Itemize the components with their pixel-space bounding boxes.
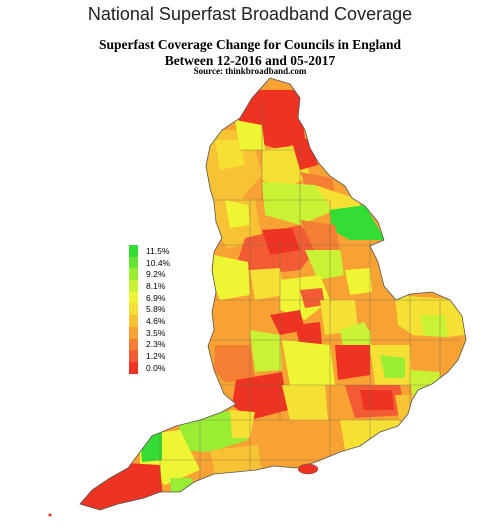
legend-swatch bbox=[129, 268, 138, 281]
legend-label: 8.1% bbox=[146, 280, 166, 291]
legend-swatch bbox=[129, 361, 138, 374]
legend-swatch bbox=[129, 315, 138, 327]
england-outline bbox=[79, 77, 467, 511]
legend-item: 2.3% bbox=[129, 338, 170, 351]
isles-of-scilly bbox=[48, 513, 52, 517]
legend-label: 6.9% bbox=[146, 292, 166, 303]
source-note: Source: thinkbroadband.com bbox=[193, 66, 307, 76]
legend-item: 10.4% bbox=[129, 256, 171, 269]
legend-label: 4.6% bbox=[146, 315, 166, 326]
legend-label: 1.2% bbox=[146, 351, 166, 362]
legend-item: 9.2% bbox=[129, 268, 170, 281]
legend-swatch bbox=[129, 291, 138, 304]
legend-item: 3.5% bbox=[129, 326, 170, 339]
legend-item: 0.0% bbox=[129, 361, 170, 374]
legend-item: 1.2% bbox=[129, 350, 170, 362]
legend-label: 11.5% bbox=[146, 245, 170, 256]
legend-swatch bbox=[129, 326, 138, 339]
legend-swatch bbox=[129, 245, 138, 257]
legend-swatch bbox=[129, 338, 138, 351]
isle-of-wight bbox=[297, 463, 319, 475]
legend-item: 5.8% bbox=[129, 303, 170, 316]
legend-item: 8.1% bbox=[129, 280, 170, 292]
legend-swatch bbox=[129, 280, 138, 292]
legend-label: 5.8% bbox=[146, 304, 166, 315]
map-title-line1: Superfast Coverage Change for Councils i… bbox=[98, 37, 402, 52]
legend-label: 10.4% bbox=[146, 257, 171, 268]
legend-label: 3.5% bbox=[146, 327, 166, 338]
legend-item: 4.6% bbox=[129, 315, 170, 327]
legend-item: 6.9% bbox=[129, 291, 170, 304]
color-legend: 11.5% 10.4% 9.2% 8.1% 6.9% 5.8% 4.6% 3.5% 2.3% 1.… bbox=[129, 245, 170, 374]
map-title: Superfast Coverage Change for Councils i… bbox=[0, 37, 500, 69]
map-title-line2: Between 12-2016 and 05-2017 bbox=[164, 53, 336, 68]
page-title: National Superfast Broadband Coverage bbox=[87, 4, 413, 24]
legend-label: 2.3% bbox=[146, 339, 166, 350]
legend-swatch bbox=[129, 350, 138, 362]
legend-swatch bbox=[129, 256, 138, 269]
legend-label: 9.2% bbox=[146, 269, 166, 280]
legend-item: 11.5% bbox=[129, 245, 170, 257]
legend-label: 0.0% bbox=[146, 362, 166, 373]
legend-swatch bbox=[129, 303, 138, 316]
